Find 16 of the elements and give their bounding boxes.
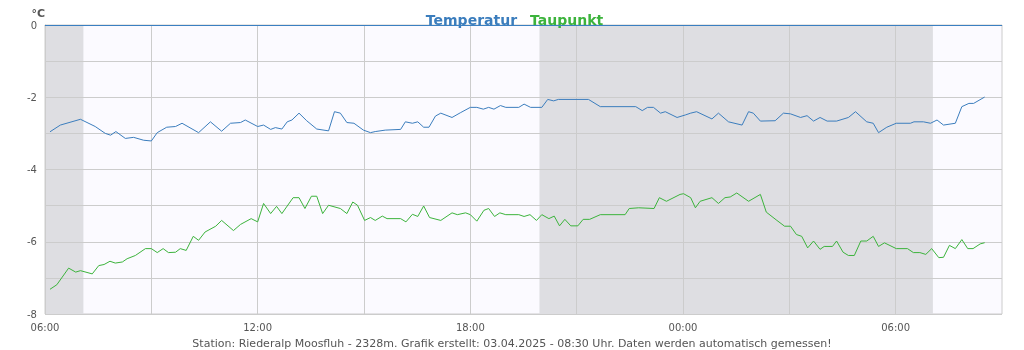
y-axis-title: °C [31,7,45,20]
x-tick-label: 00:00 [668,321,698,333]
text: Temperatur [425,12,518,28]
line-series [49,192,985,290]
text: Taupunkt [530,12,604,28]
x-tick-label: 12:00 [243,321,273,333]
y-tick-label: 0 [30,19,37,31]
y-tick-label: -4 [27,164,37,175]
y-tick-label: -6 [27,236,37,248]
text: Station: Riederalp Moosfluh - 2328m. Grafik erstellt: 03.04.2025 - 08:30 Uhr. Daten werden automatisch gemessen! [192,337,832,350]
x-tick-label: 06:00 [30,321,60,333]
y-tick-label: -8 [27,308,37,320]
line-series [49,96,985,142]
x-tick-label: 18:00 [455,321,485,333]
y-tick-label: -2 [27,91,37,103]
x-tick-label: 06:00 [881,321,911,333]
